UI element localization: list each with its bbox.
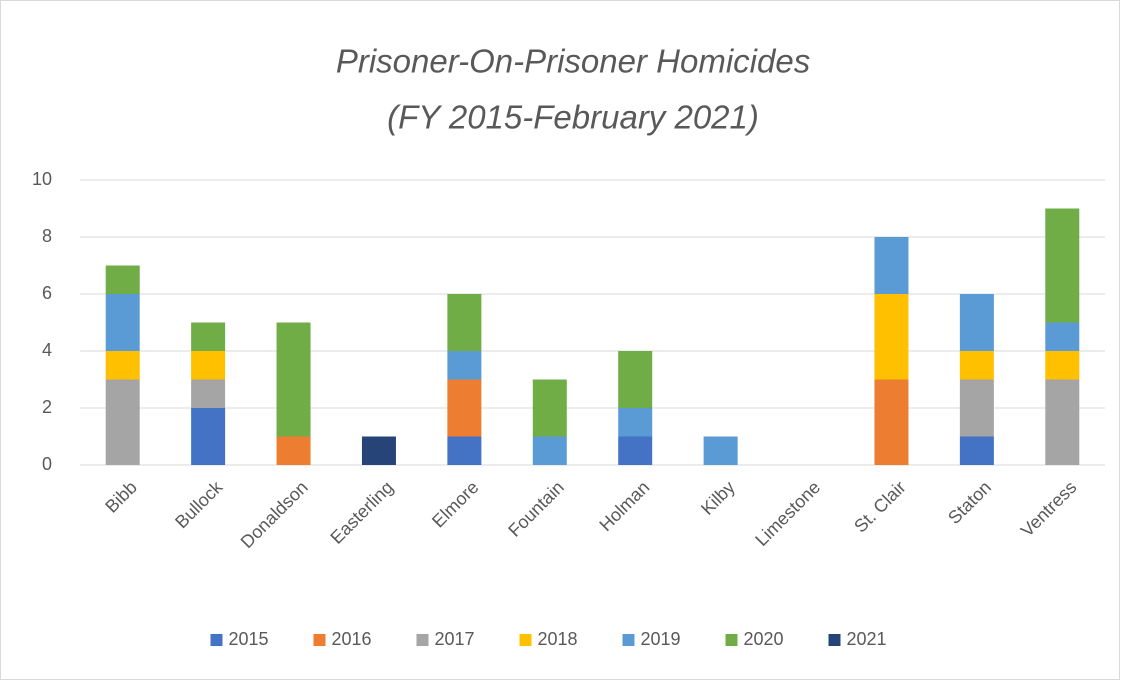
y-tick-label: 10 xyxy=(32,169,52,189)
legend-label: 2015 xyxy=(229,629,269,649)
legend-swatch xyxy=(725,634,738,646)
bar-segment xyxy=(959,436,994,465)
bar-segment xyxy=(874,379,909,465)
bar-segment xyxy=(105,379,140,465)
bar-segment xyxy=(276,436,311,465)
legend-label: 2021 xyxy=(847,629,887,649)
legend-swatch xyxy=(210,634,223,646)
chart-subtitle: (FY 2015-February 2021) xyxy=(387,99,759,136)
bar-segment xyxy=(447,436,482,465)
legend-swatch xyxy=(622,634,635,646)
bar-segment xyxy=(276,322,311,437)
legend-swatch xyxy=(416,634,429,646)
chart-title: Prisoner-On-Prisoner Homicides xyxy=(336,43,810,80)
y-tick-label: 6 xyxy=(42,283,52,303)
legend-label: 2018 xyxy=(538,629,578,649)
y-tick-label: 4 xyxy=(42,340,52,360)
legend-swatch xyxy=(828,634,841,646)
bar-segment xyxy=(1045,208,1080,323)
bar-segment xyxy=(874,294,909,380)
legend-label: 2020 xyxy=(744,629,784,649)
bar-segment xyxy=(532,436,567,465)
bar-segment xyxy=(618,436,653,465)
bar-segment xyxy=(959,294,994,351)
y-tick-label: 8 xyxy=(42,226,52,246)
bar-segment xyxy=(959,379,994,437)
y-tick-label: 2 xyxy=(42,397,52,417)
bar-segment xyxy=(105,351,140,380)
bar-segment xyxy=(361,436,396,465)
bar-segment xyxy=(532,379,567,437)
bar-segment xyxy=(703,436,738,465)
bar-segment xyxy=(447,351,482,380)
bar-segment xyxy=(191,351,226,380)
bar-segment xyxy=(191,408,226,465)
y-tick-label: 0 xyxy=(42,454,52,474)
bar-segment xyxy=(191,322,226,351)
bar-segment xyxy=(618,408,653,437)
bar-segment xyxy=(447,379,482,437)
bar-segment xyxy=(959,351,994,380)
bar-segment xyxy=(618,351,653,408)
bar-segment xyxy=(191,379,226,408)
bar-segment xyxy=(874,237,909,294)
bar-segment xyxy=(105,265,140,294)
legend-label: 2016 xyxy=(332,629,372,649)
bar-segment xyxy=(1045,351,1080,380)
legend-label: 2019 xyxy=(641,629,681,649)
bar-segment xyxy=(447,294,482,351)
bar-segment xyxy=(1045,379,1080,465)
bar-segment xyxy=(1045,322,1080,351)
bar-segment xyxy=(105,294,140,351)
legend-label: 2017 xyxy=(435,629,475,649)
legend-swatch xyxy=(313,634,326,646)
legend-swatch xyxy=(519,634,532,646)
